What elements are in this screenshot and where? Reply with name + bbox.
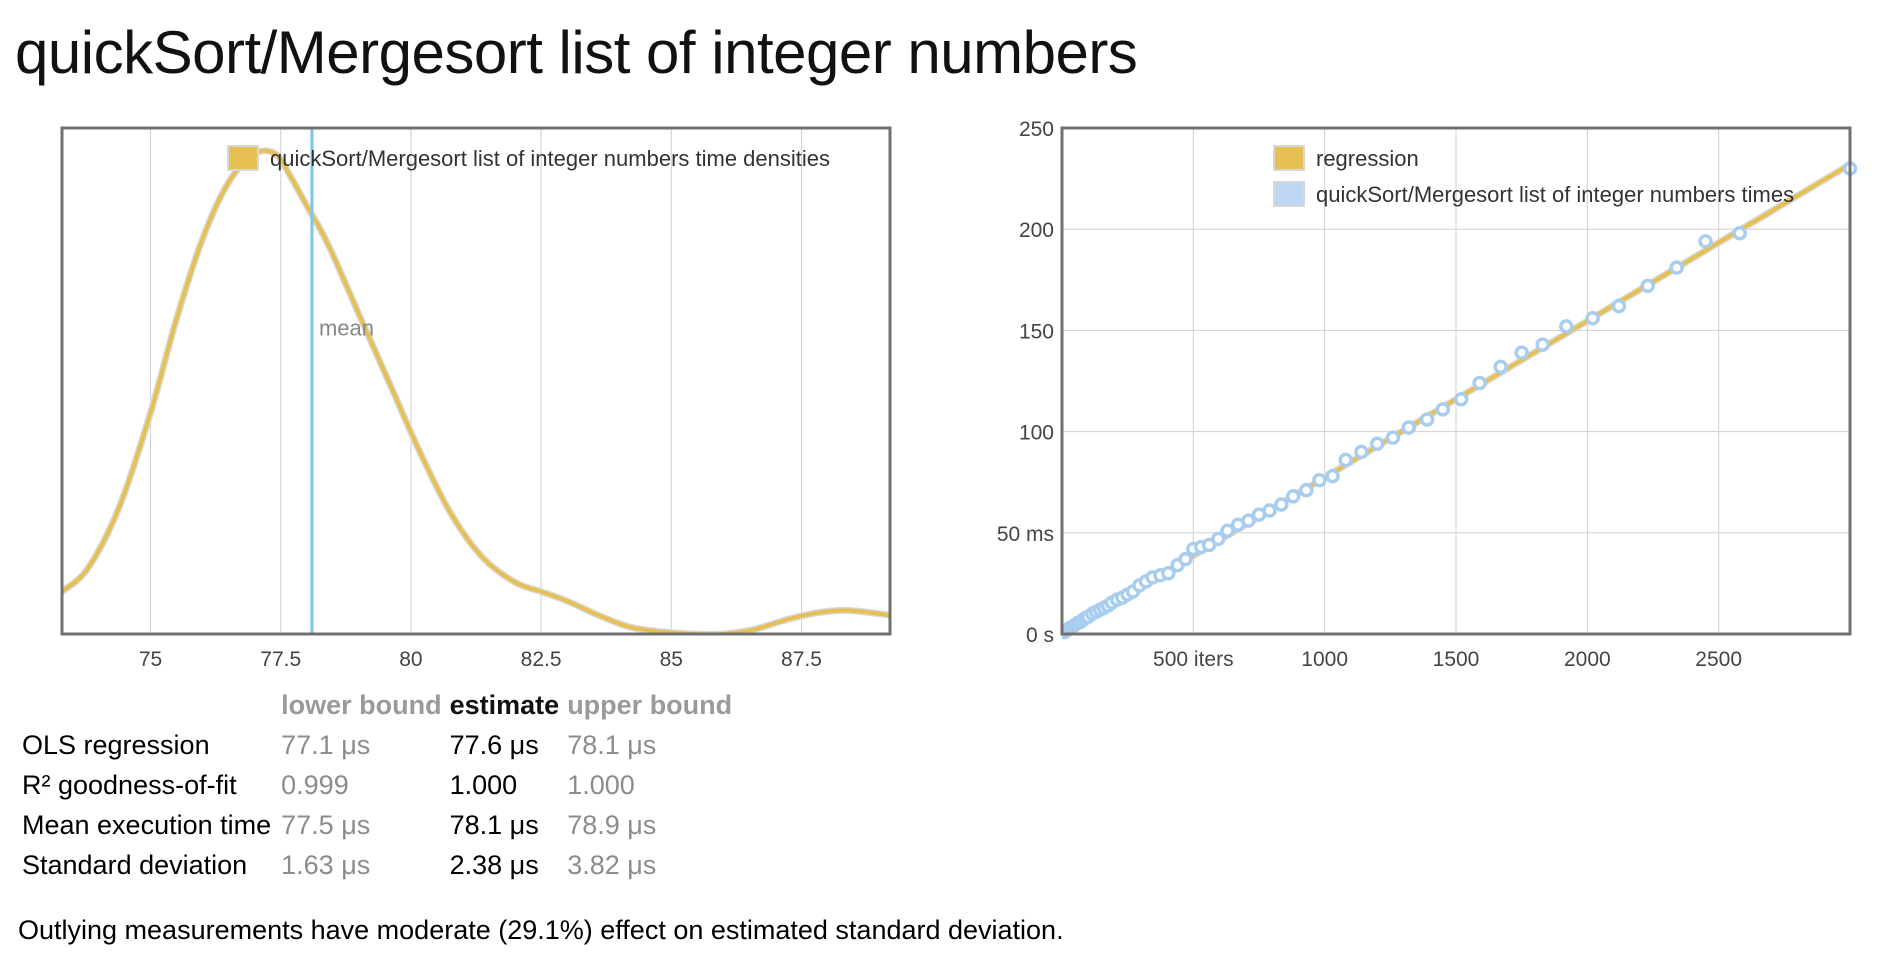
regression-x-tick-label: 500 iters <box>1153 648 1234 671</box>
density-chart: 75 77.5 80 82.5 85 87.5 mean quickSort/Mergesor… <box>60 126 892 671</box>
time-point <box>1161 566 1176 581</box>
time-point <box>1211 531 1226 547</box>
regression-y-tick-label: 200 <box>1019 219 1054 242</box>
time-point <box>1325 468 1340 484</box>
time-point <box>1312 472 1327 488</box>
time-point <box>1640 278 1655 294</box>
stats-upper: 3.82 μs <box>567 849 657 880</box>
time-point <box>1454 391 1469 407</box>
time-point <box>1435 402 1451 417</box>
regression-x-tick-label: 2000 <box>1564 648 1611 671</box>
time-point <box>1241 513 1256 528</box>
time-point <box>1732 225 1747 241</box>
time-point <box>1559 319 1574 334</box>
regression-legend-label: regression <box>1316 146 1419 171</box>
stats-label: OLS regression <box>22 729 210 760</box>
times-legend-swatch <box>1273 181 1305 207</box>
regression-chart: 500 iters 1000 1500 2000 2500 0 s 50 ms 100 150 2… <box>997 118 1858 671</box>
stats-lower: 77.1 μs <box>281 729 371 760</box>
stats-row-stddev: Standard deviation 1.63 μs 2.38 μs 3.82 … <box>18 845 736 885</box>
stats-header-row: lower bound estimate upper bound <box>18 685 736 725</box>
time-point <box>1401 420 1416 435</box>
time-point <box>1419 412 1435 427</box>
stats-label: Mean execution time <box>22 809 272 840</box>
time-point <box>1385 430 1401 445</box>
density-x-tick-label: 82.5 <box>521 648 562 671</box>
stats-estimate: 2.38 μs <box>449 849 539 880</box>
stats-lower: 0.999 <box>281 769 349 800</box>
density-x-tick-label: 75 <box>139 648 162 671</box>
time-point <box>1262 503 1277 518</box>
time-point <box>1178 551 1193 567</box>
stats-upper: 78.9 μs <box>567 809 657 840</box>
regression-frame <box>1060 126 1852 636</box>
time-point <box>1669 260 1684 275</box>
density-x-tick-label: 85 <box>660 648 683 671</box>
time-point <box>1514 345 1529 360</box>
stats-upper: 1.000 <box>567 769 635 800</box>
density-x-tick-label: 77.5 <box>260 648 301 671</box>
stats-table: lower bound estimate upper bound OLS reg… <box>18 685 736 885</box>
regression-y-tick-label: 150 <box>1019 320 1054 343</box>
time-point <box>1338 452 1353 468</box>
density-legend-swatch <box>227 145 259 171</box>
regression-y-tick-label: 250 <box>1019 118 1054 141</box>
time-point <box>1354 444 1369 460</box>
page-title: quickSort/Mergesort list of integer numb… <box>15 19 1138 86</box>
times-legend-label: quickSort/Mergesort list of integer numb… <box>1316 182 1794 207</box>
stats-row-r2: R² goodness-of-fit 0.999 1.000 1.000 <box>18 765 736 805</box>
time-point <box>1611 298 1627 314</box>
time-point <box>1472 375 1487 391</box>
stats-upper: 78.1 μs <box>567 729 657 760</box>
stats-header-upper: upper bound <box>567 689 733 720</box>
stats-lower: 1.63 μs <box>281 849 371 880</box>
time-point <box>1535 337 1550 352</box>
time-point <box>1274 497 1289 512</box>
time-point <box>1220 523 1235 539</box>
stats-header-lower: lower bound <box>281 689 442 720</box>
stats-row-mean: Mean execution time 77.5 μs 78.1 μs 78.9… <box>18 805 736 845</box>
density-curve <box>62 148 890 634</box>
time-point <box>1585 311 1600 326</box>
density-curve-group <box>62 147 890 634</box>
regression-y-tick-label: 50 ms <box>997 523 1054 546</box>
stats-row-ols: OLS regression 77.1 μs 77.6 μs 78.1 μs <box>18 725 736 765</box>
regression-x-tick-label: 2500 <box>1695 648 1742 671</box>
outlier-note: Outlying measurements have moderate (29.… <box>18 915 1064 945</box>
mean-label: mean <box>319 315 374 340</box>
stats-estimate: 77.6 μs <box>449 729 539 760</box>
stats-label: R² goodness-of-fit <box>22 769 237 800</box>
time-point <box>1369 436 1385 451</box>
stats-label: Standard deviation <box>22 849 248 880</box>
regression-x-tick-label: 1000 <box>1301 648 1348 671</box>
density-frame <box>60 126 892 636</box>
density-x-tick-label: 80 <box>399 648 422 671</box>
regression-y-tick-label: 100 <box>1019 422 1054 445</box>
density-legend-label: quickSort/Mergesort list of integer numb… <box>270 146 830 171</box>
time-point <box>1493 359 1508 375</box>
time-point <box>1698 234 1713 249</box>
regression-x-tick-label: 1500 <box>1433 648 1480 671</box>
stats-estimate: 1.000 <box>449 769 518 800</box>
density-plot-area <box>62 128 890 634</box>
time-point <box>1285 489 1301 504</box>
stats-header-blank <box>18 685 277 725</box>
regression-y-tick-label: 0 s <box>1026 624 1054 647</box>
stats-header-estimate: estimate <box>449 689 560 720</box>
regression-legend-swatch <box>1273 145 1305 171</box>
stats-estimate: 78.1 μs <box>449 809 539 840</box>
density-x-tick-label: 87.5 <box>781 648 822 671</box>
time-point <box>1299 483 1314 498</box>
regression-series-group <box>1062 161 1858 640</box>
stats-lower: 77.5 μs <box>281 809 371 840</box>
